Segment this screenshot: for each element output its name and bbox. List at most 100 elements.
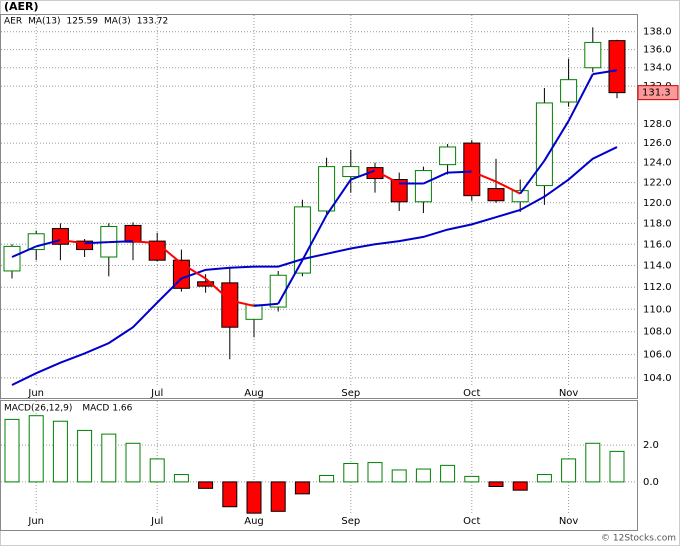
macd-bar [585, 442, 601, 483]
y-tick-label: 116.0 [643, 239, 672, 250]
macd-bar [246, 481, 262, 514]
macd-bar [294, 481, 310, 495]
legend-value: 1.66 [112, 404, 132, 414]
legend-entry: AER [4, 17, 22, 27]
candle-body [560, 79, 578, 103]
macd-bar [198, 481, 214, 489]
macd-bar [4, 418, 20, 483]
macd-bar [173, 474, 189, 483]
x-tick-label: Nov [559, 388, 579, 399]
legend-entry: MACD [82, 404, 109, 414]
candle-body [245, 304, 263, 320]
candle-body [535, 102, 553, 187]
price-panel [0, 14, 638, 399]
x-tick-label: Sep [341, 388, 360, 399]
candle-body [3, 245, 21, 272]
ma-line-segment [204, 277, 231, 302]
ma-line-segment [180, 262, 207, 280]
y-tick-label: 110.0 [643, 304, 672, 315]
y-tick-label: 122.0 [643, 178, 672, 189]
x-tick-label: Sep [341, 516, 360, 527]
ma-line-segment [422, 171, 449, 185]
ma-line-segment [156, 242, 183, 265]
legend-entry: MA(3) [104, 17, 131, 27]
y-tick-label: 0.0 [643, 477, 659, 488]
macd-bar [512, 481, 528, 491]
ma-line-segment [519, 160, 546, 195]
ma-line-segment [325, 178, 352, 216]
last-price-label: 131.3 [642, 88, 671, 99]
macd-bar [149, 458, 165, 483]
macd-bar [222, 481, 238, 508]
candle-body [221, 282, 239, 328]
candle-body [124, 224, 142, 243]
x-tick-label: Aug [244, 388, 264, 399]
x-tick-label: Oct [463, 516, 480, 527]
candle-body [342, 166, 360, 178]
candle-body [511, 190, 529, 203]
ma-line-segment [495, 180, 521, 195]
y-tick-label: 108.0 [643, 327, 672, 338]
y-tick-label: 126.0 [643, 138, 672, 149]
macd-bar [101, 433, 117, 483]
ma-line-segment [277, 259, 304, 305]
macd-bar [28, 415, 44, 483]
legend-entry: 125.59 [67, 17, 99, 27]
macd-bar [52, 420, 68, 483]
candle-body [318, 166, 336, 212]
last-price-box [637, 85, 679, 101]
y-tick-label: 114.0 [643, 261, 672, 272]
legend-entry: MA(13) [28, 17, 60, 27]
ma-line-segment [84, 241, 109, 245]
ma-line-segment [350, 169, 376, 181]
candle-body [463, 142, 481, 197]
macd-title: MACD(26,12,9) [4, 404, 72, 414]
legend-entry: 133.72 [137, 17, 169, 27]
y-tick-label: 2.0 [643, 440, 659, 451]
watermark: © 12Stocks.com [601, 534, 676, 544]
y-tick-label: 136.0 [643, 45, 672, 56]
y-tick-label: 118.0 [643, 218, 672, 229]
ma-line-segment [60, 239, 85, 245]
y-tick-label: 134.0 [643, 63, 672, 74]
y-tick-label: 128.0 [643, 119, 672, 130]
ma-line [11, 146, 618, 386]
candle-body [390, 179, 408, 203]
ma-line-segment [301, 214, 328, 261]
macd-panel [0, 400, 638, 531]
y-tick-label: 106.0 [643, 350, 672, 361]
ma-line-segment [447, 170, 472, 174]
ma-line-segment [132, 240, 158, 245]
ma-line-segment [543, 120, 570, 162]
ma-line-segment [471, 170, 497, 183]
candle-body [608, 40, 626, 94]
y-tick-label: 124.0 [643, 158, 672, 169]
candle-body [584, 41, 602, 69]
candle-body [76, 240, 94, 251]
ma-line-segment [108, 240, 134, 244]
ma-line-segment [229, 299, 255, 307]
macd-bar [367, 462, 383, 483]
macd-bar [343, 463, 359, 483]
macd-bar [270, 481, 286, 512]
x-tick-label: Jun [27, 388, 44, 399]
candle-body [439, 146, 457, 166]
macd-bar [536, 474, 552, 483]
y-tick-label: 138.0 [643, 27, 672, 38]
ma-line-segment [253, 302, 279, 307]
x-tick-label: Aug [244, 516, 264, 527]
macd-bar [391, 469, 407, 483]
candle-body [487, 188, 505, 202]
x-tick-label: Oct [463, 388, 480, 399]
x-tick-label: Jul [150, 516, 163, 527]
ma-line-segment [11, 245, 37, 258]
x-tick-label: Nov [559, 516, 579, 527]
macd-bar [319, 474, 335, 483]
ma-line-segment [567, 73, 594, 122]
ma-line-segment [35, 239, 61, 248]
macd-bar [125, 442, 141, 483]
chart-title: (AER) [4, 0, 39, 13]
y-tick-label: 104.0 [643, 373, 672, 384]
